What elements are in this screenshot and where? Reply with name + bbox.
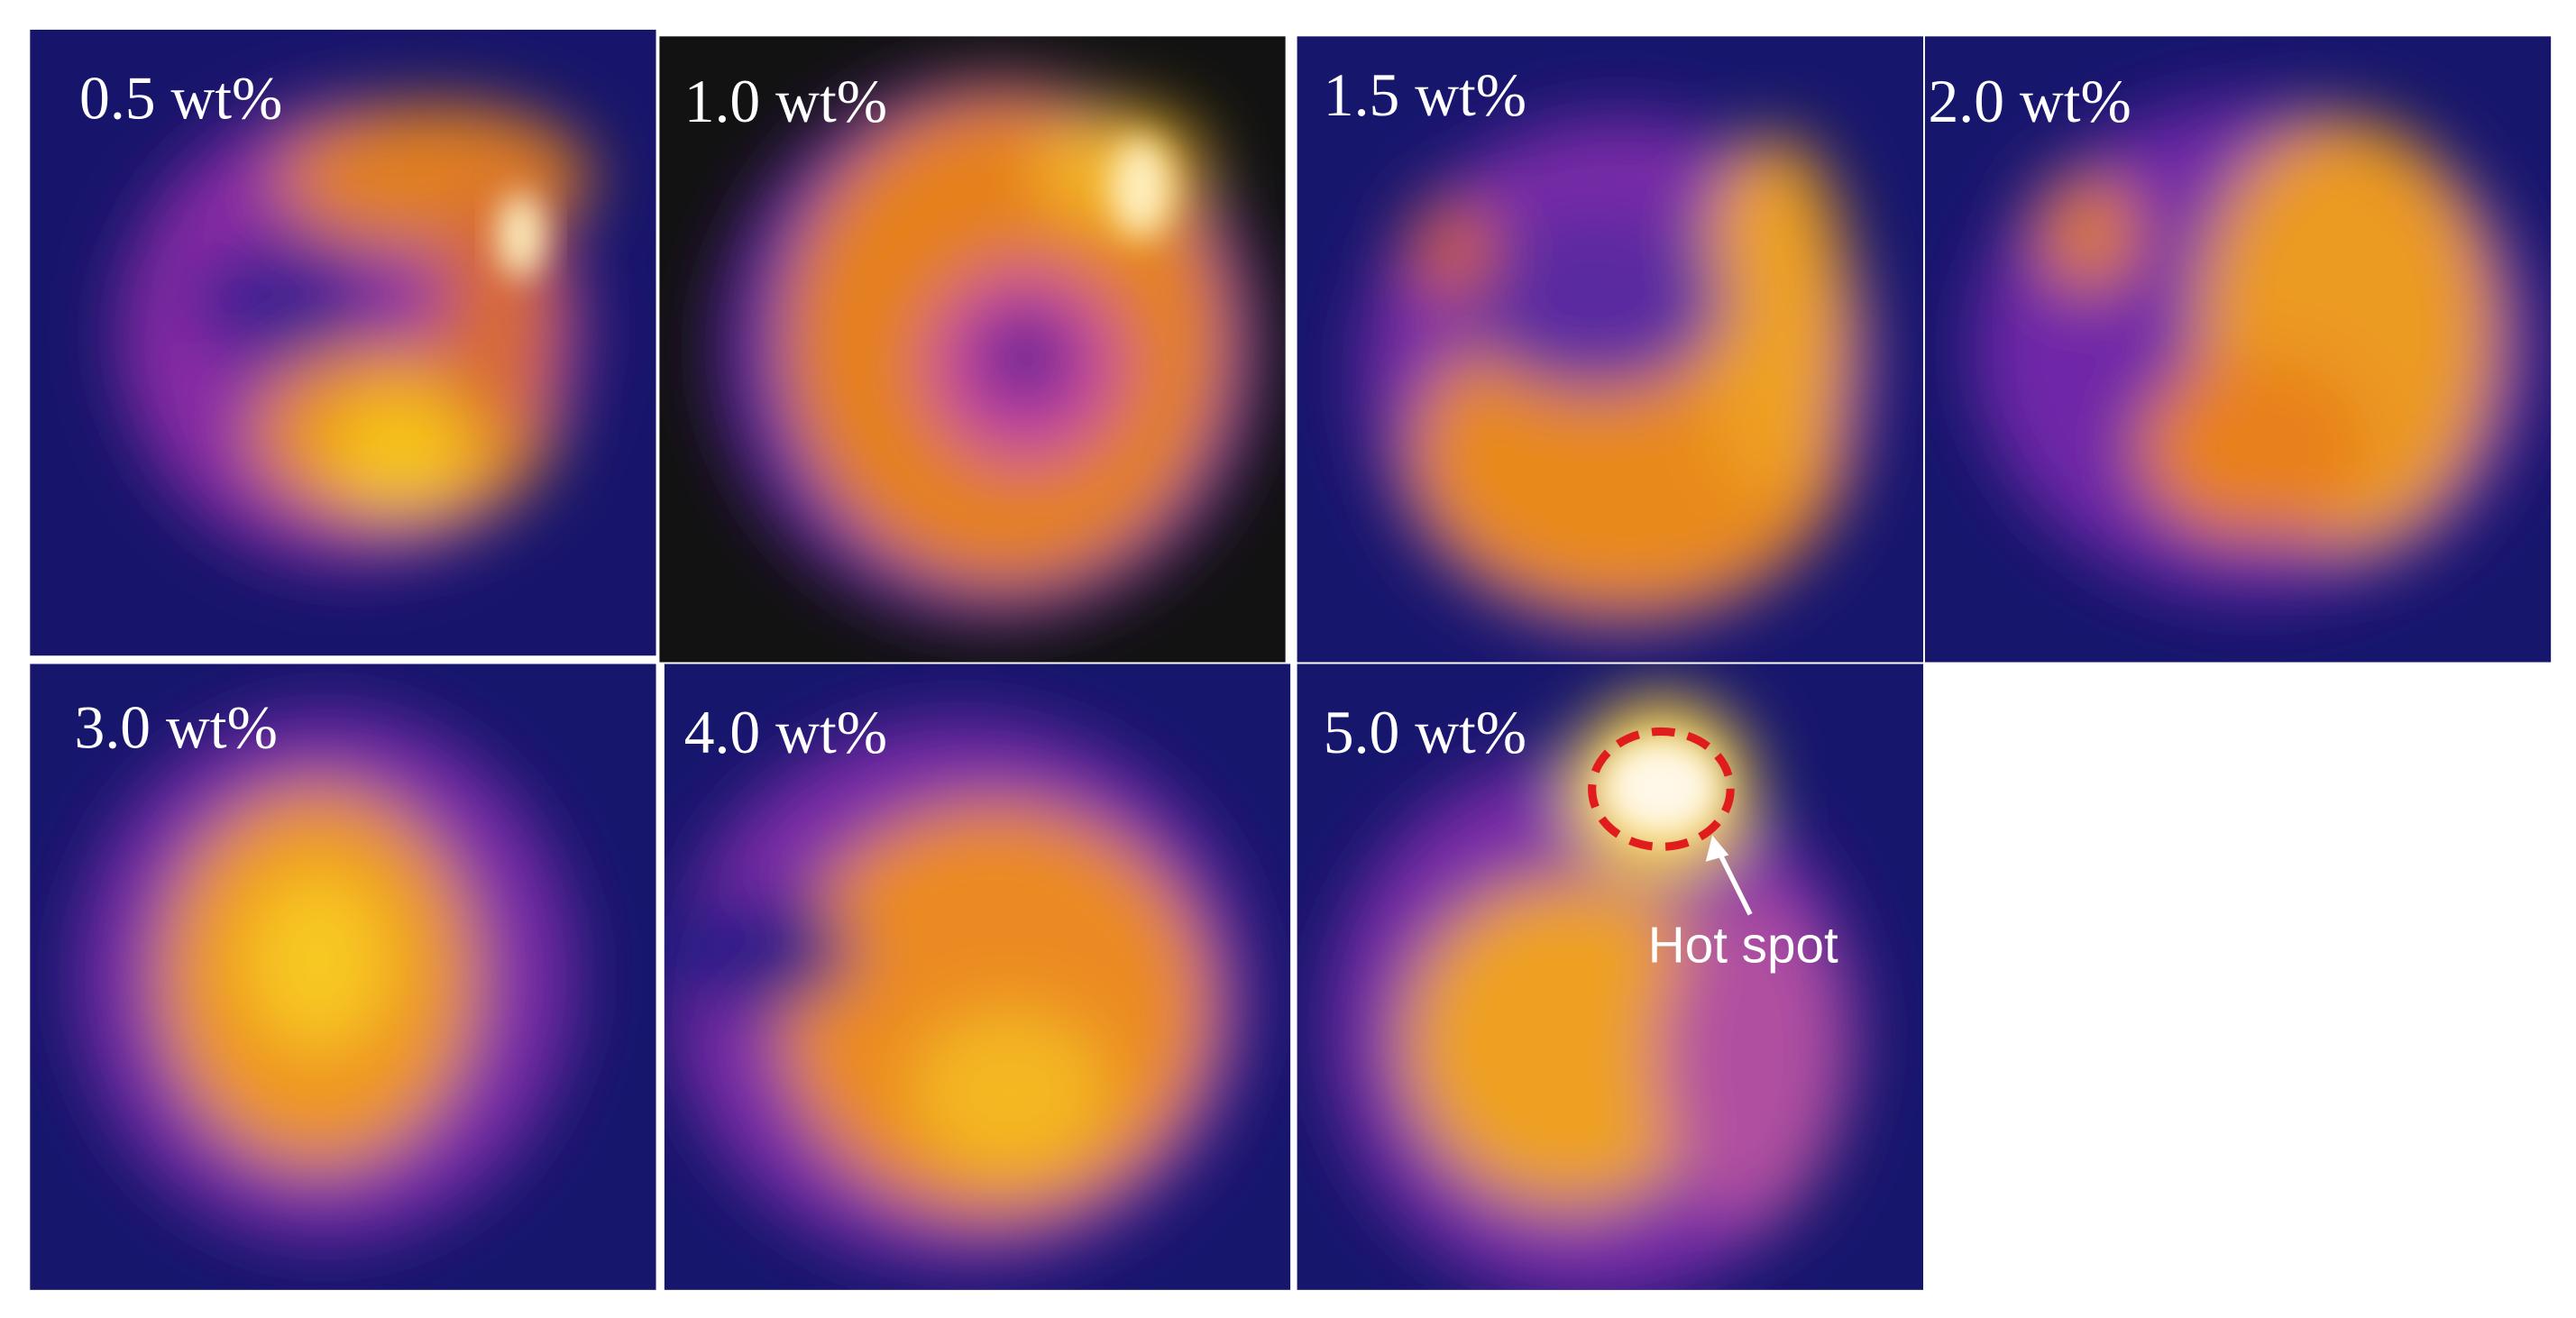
panel-label: 3.0 wt%	[75, 694, 278, 762]
panel-label: 0.5 wt%	[79, 65, 282, 133]
thermal-panel	[30, 29, 656, 656]
thermal-panel	[1924, 36, 2552, 663]
arrow-head	[1705, 835, 1729, 862]
thermal-panel	[30, 664, 656, 1290]
panel-label: 1.5 wt%	[1324, 61, 1526, 129]
arrow-line	[1715, 847, 1753, 916]
thermal-panel	[1297, 664, 1924, 1290]
panel-label: 2.0 wt%	[1928, 68, 2131, 135]
annotation: Hot spot	[1648, 917, 1838, 974]
hot-spot-circle	[1588, 727, 1735, 851]
panel-label: 1.0 wt%	[684, 68, 887, 135]
panel-label: 4.0 wt%	[684, 699, 887, 766]
thermal-panel	[659, 36, 1286, 663]
thermal-panel	[1297, 36, 1924, 663]
panel-label: 5.0 wt%	[1324, 699, 1526, 766]
thermal-panel	[664, 664, 1291, 1290]
